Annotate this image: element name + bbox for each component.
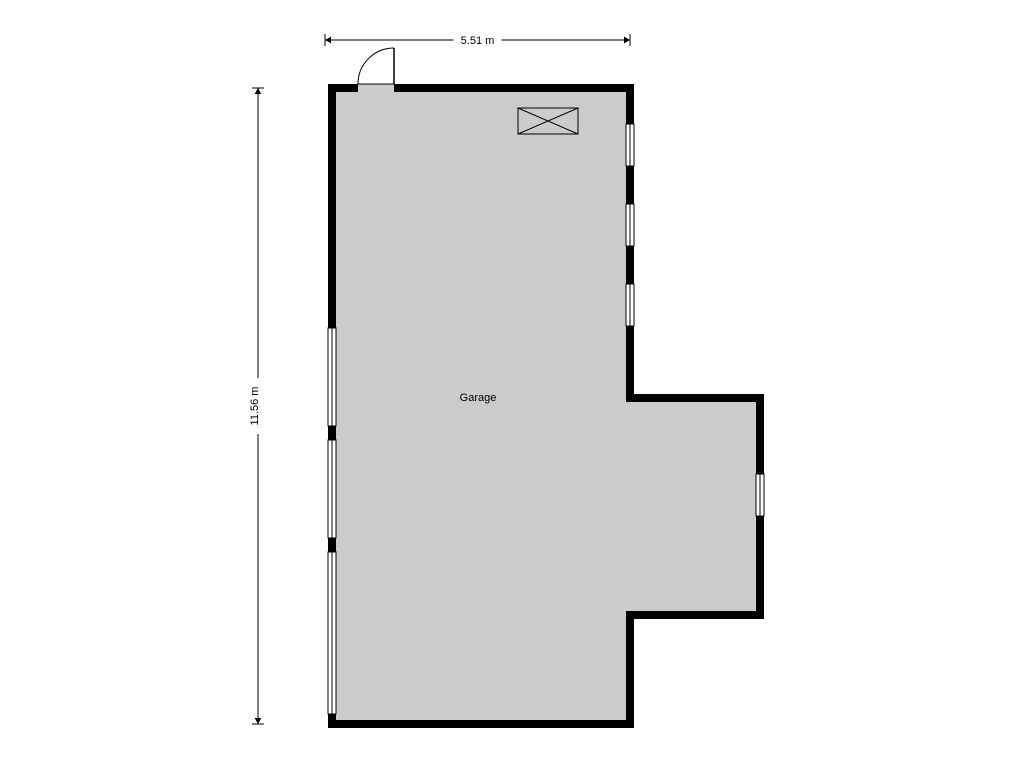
floor-plan: Garage 5.51 m 11.56 m bbox=[0, 0, 1024, 768]
dim-arrow-icon bbox=[624, 37, 630, 44]
dim-arrow-icon bbox=[325, 37, 331, 44]
dim-label-width: 5.51 m bbox=[461, 35, 495, 47]
room-floor bbox=[332, 88, 760, 724]
door-opening bbox=[358, 84, 394, 92]
dim-label-height: 11.56 m bbox=[249, 387, 261, 426]
dim-arrow-icon bbox=[255, 88, 262, 94]
room-label: Garage bbox=[460, 392, 497, 404]
dim-arrow-icon bbox=[255, 718, 262, 724]
door-swing-arc bbox=[358, 48, 394, 84]
